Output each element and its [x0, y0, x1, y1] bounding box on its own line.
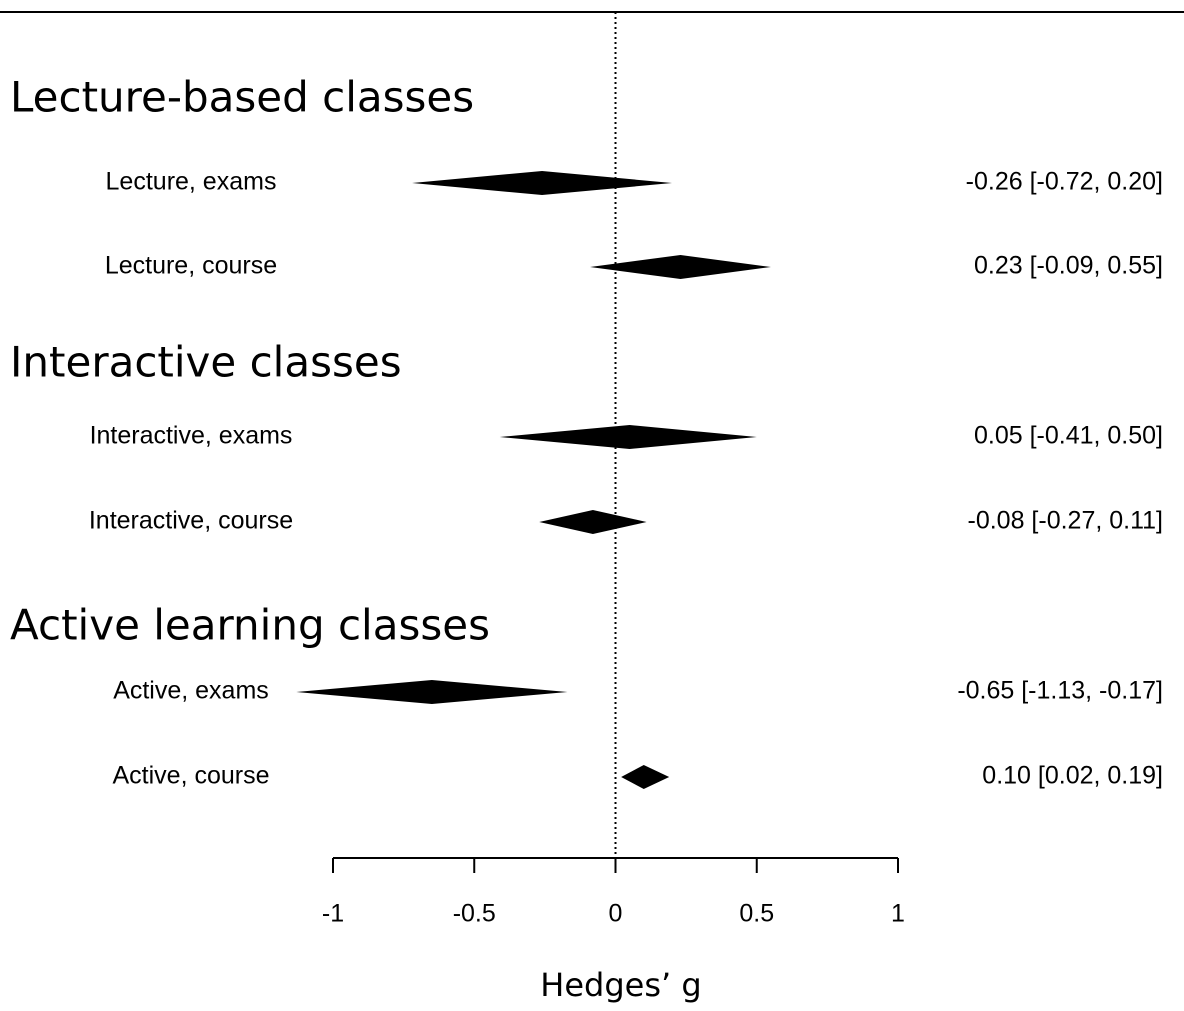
row-label: Active, exams — [113, 677, 269, 705]
value-label: -0.08 [-0.27, 0.11] — [968, 507, 1164, 535]
group-heading: Lecture-based classes — [10, 73, 474, 122]
x-tick-label: 0.5 — [739, 900, 774, 928]
effect-diamond — [412, 171, 672, 195]
effect-diamond — [590, 255, 771, 279]
value-label: -0.65 [-1.13, -0.17] — [957, 677, 1163, 705]
effect-diamond — [296, 680, 568, 704]
row-label: Active, course — [112, 762, 269, 790]
value-label: -0.26 [-0.72, 0.20] — [966, 168, 1163, 196]
group-heading: Active learning classes — [10, 601, 490, 650]
x-tick-label: 0 — [609, 900, 623, 928]
row-label: Lecture, course — [105, 252, 277, 280]
row-label: Interactive, course — [89, 507, 293, 535]
value-label: 0.23 [-0.09, 0.55] — [974, 252, 1163, 280]
effect-diamond — [621, 765, 670, 789]
group-heading: Interactive classes — [10, 338, 402, 387]
row-label: Lecture, exams — [106, 168, 277, 196]
effect-diamond — [539, 510, 647, 534]
x-tick-label: -1 — [322, 900, 344, 928]
x-tick-label: 1 — [891, 900, 905, 928]
value-label: 0.10 [0.02, 0.19] — [982, 762, 1163, 790]
value-label: 0.05 [-0.41, 0.50] — [974, 422, 1163, 450]
x-tick-label: -0.5 — [453, 900, 496, 928]
effect-diamond — [499, 425, 757, 449]
row-label: Interactive, exams — [90, 422, 293, 450]
x-axis-label: Hedges’ g — [540, 966, 701, 1004]
